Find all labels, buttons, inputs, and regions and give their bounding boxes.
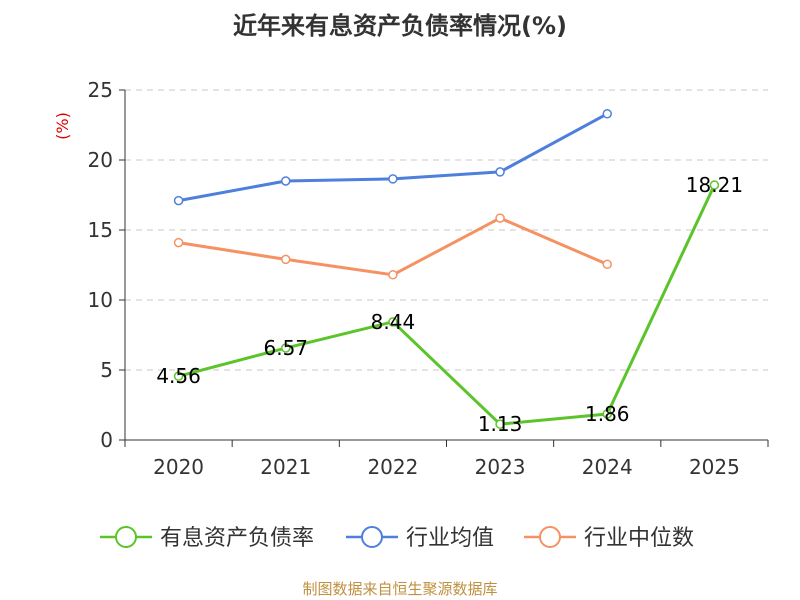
legend-label: 行业中位数 (584, 526, 694, 551)
legend-marker (115, 526, 137, 548)
legend: 有息资产负债率 行业均值 行业中位数 (100, 526, 694, 551)
data-label: 8.44 (371, 310, 416, 334)
data-labels: 4.56 6.57 8.44 1.13 1.86 18.21 (156, 173, 743, 436)
x-tick-label: 2023 (475, 455, 526, 479)
legend-marker (361, 526, 383, 548)
series-point-0 (173, 371, 184, 381)
series-point-0 (388, 317, 398, 327)
source-note: 制图数据来自恒生聚源数据库 (302, 580, 498, 598)
series-point-2 (173, 237, 184, 248)
y-axis-unit-label: (%) (53, 112, 72, 140)
series-point-1 (281, 176, 291, 186)
y-tick-label: 15 (88, 218, 113, 242)
series-point-1 (173, 195, 184, 206)
y-tick-label: 10 (88, 288, 113, 312)
data-label: 1.13 (478, 412, 523, 436)
data-label: 18.21 (686, 173, 743, 197)
grid-lines (125, 89, 768, 371)
series-line-1 (178, 112, 608, 203)
legend-marker (539, 526, 561, 548)
series-lines (173, 109, 720, 429)
series-point-2 (281, 254, 291, 265)
series-point-0 (602, 409, 612, 419)
series-point-2 (495, 213, 505, 223)
x-tick-label: 2020 (153, 455, 204, 479)
series-point-1 (388, 174, 398, 184)
series-point-1 (602, 109, 612, 119)
x-tick-label: 2025 (689, 455, 740, 479)
data-label: 6.57 (263, 336, 308, 360)
series-point-2 (388, 270, 398, 280)
legend-label: 行业均值 (406, 526, 494, 551)
y-tick-label: 20 (88, 148, 113, 172)
x-tick-label: 2022 (367, 455, 418, 479)
series-line-0 (178, 184, 716, 426)
series-point-0 (709, 180, 720, 190)
series-point-1 (495, 167, 505, 177)
y-tick-label: 25 (88, 78, 113, 102)
data-label: 4.56 (156, 364, 201, 388)
series-point-0 (281, 343, 291, 353)
legend-label: 有息资产负债率 (160, 526, 314, 551)
x-tick-label: 2024 (582, 455, 633, 479)
series-point-2 (602, 259, 612, 270)
series-point-0 (495, 419, 505, 429)
series-line-2 (178, 216, 608, 277)
data-label: 1.86 (585, 402, 630, 426)
x-tick-label: 2021 (260, 455, 311, 479)
y-tick-label: 5 (100, 358, 113, 382)
chart-title: 近年来有息资产负债率情况(%) (233, 12, 567, 40)
y-tick-label: 0 (100, 428, 113, 452)
